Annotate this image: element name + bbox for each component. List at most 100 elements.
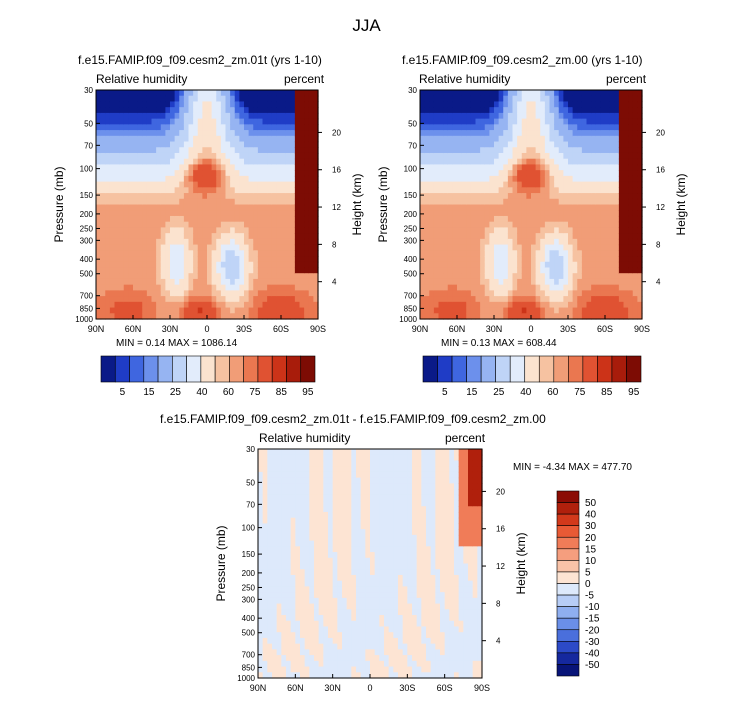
heatmap-cell: [225, 267, 231, 274]
heatmap-cell: [374, 620, 380, 628]
heatmap-cell: [294, 135, 301, 143]
heatmap-cell: [257, 227, 264, 234]
heatmap-cell: [572, 301, 578, 309]
heatmap-cell: [207, 130, 213, 137]
heatmap-cell: [429, 181, 435, 188]
heatmap-cell: [248, 250, 254, 257]
heatmap-cell: [304, 466, 310, 473]
heatmap-cell: [512, 158, 518, 166]
heatmap-cell: [420, 238, 426, 246]
heatmap-cell: [461, 296, 467, 303]
heatmap-cell: [443, 267, 449, 274]
heatmap-cell: [342, 666, 348, 673]
heatmap-cell: [521, 158, 527, 166]
heatmap-cell: [216, 290, 222, 297]
heatmap-cell: [174, 284, 180, 291]
heatmap-cell: [507, 256, 514, 263]
heatmap-cell: [262, 540, 268, 547]
heatmap-cell: [188, 187, 194, 194]
heatmap-cell: [105, 175, 111, 183]
heatmap-cell: [257, 301, 264, 309]
heatmap-cell: [183, 210, 190, 217]
heatmap-cell: [272, 557, 278, 565]
heatmap-cell: [183, 250, 190, 257]
heatmap-cell: [424, 233, 430, 240]
heatmap-cell: [276, 256, 282, 263]
heatmap-cell: [160, 193, 166, 200]
heatmap-cell: [142, 193, 148, 200]
heatmap-cell: [309, 471, 315, 479]
heatmap-cell: [577, 101, 583, 108]
heatmap-cell: [133, 215, 139, 223]
heatmap-cell: [470, 227, 477, 234]
heatmap-cell: [133, 118, 139, 125]
heatmap-cell: [365, 489, 371, 496]
heatmap-cell: [295, 649, 301, 656]
heatmap-cell: [632, 130, 638, 137]
heatmap-cell: [600, 313, 606, 320]
heatmap-cell: [308, 284, 314, 291]
heatmap-cell: [323, 540, 329, 547]
heatmap-cell: [267, 193, 273, 200]
heatmap-cell: [174, 215, 180, 223]
heatmap-cell: [267, 273, 273, 280]
heatmap-cell: [267, 107, 273, 114]
heatmap-cell: [216, 175, 222, 183]
heatmap-cell: [128, 233, 134, 240]
heatmap-cell: [286, 626, 292, 633]
heatmap-cell: [299, 193, 305, 200]
heatmap-cell: [424, 273, 430, 280]
heatmap-cell: [123, 256, 129, 263]
heatmap-cell: [517, 313, 523, 320]
heatmap-cell: [286, 632, 292, 639]
heatmap-cell: [109, 147, 116, 154]
heatmap-cell: [300, 449, 306, 456]
heatmap-cell: [183, 244, 190, 251]
heatmap-cell: [197, 273, 203, 280]
heatmap-cell: [248, 233, 254, 240]
heatmap-cell: [457, 181, 463, 188]
heatmap-cell: [568, 233, 574, 240]
heatmap-cell: [531, 130, 537, 137]
heatmap-cell: [535, 227, 541, 234]
heatmap-cell: [276, 221, 282, 228]
heatmap-cell: [503, 101, 509, 108]
heatmap-cell: [342, 552, 348, 559]
heatmap-cell: [356, 460, 362, 467]
heatmap-cell: [142, 261, 148, 269]
heatmap-cell: [239, 301, 245, 309]
heatmap-cell: [128, 238, 134, 246]
heatmap-cell: [632, 158, 638, 166]
heatmap-cell: [438, 284, 444, 291]
heatmap-cell: [554, 95, 560, 103]
heatmap-cell: [257, 118, 264, 125]
heatmap-cell: [447, 141, 453, 148]
heatmap-cell: [295, 586, 301, 593]
heatmap-cell: [174, 278, 180, 286]
heatmap-cell: [257, 90, 264, 97]
heatmap-cell: [220, 107, 227, 114]
heatmap-cell: [365, 552, 371, 559]
heatmap-cell: [174, 313, 180, 320]
heatmap-cell: [216, 147, 222, 154]
heatmap-cell: [290, 534, 296, 542]
heatmap-cell: [544, 187, 551, 194]
heatmap-cell: [128, 187, 134, 194]
heatmap-cell: [595, 152, 601, 160]
heatmap-cell: [156, 290, 162, 297]
heatmap-cell: [447, 90, 453, 97]
heatmap-cell: [480, 107, 486, 114]
heatmap-cell: [498, 267, 504, 274]
heatmap-cell: [568, 193, 574, 200]
x-tick-label: 60N: [125, 324, 142, 334]
heatmap-cell: [304, 278, 310, 286]
heatmap-cell: [424, 193, 430, 200]
heatmap-cell: [179, 301, 185, 309]
heatmap-cell: [156, 175, 162, 183]
heatmap-cell: [632, 147, 638, 154]
heatmap-cell: [420, 135, 426, 143]
heatmap-cell: [286, 672, 292, 679]
heatmap-cell: [304, 250, 310, 257]
heatmap-cell: [267, 124, 273, 131]
y2-tick-label: 12: [332, 203, 341, 212]
